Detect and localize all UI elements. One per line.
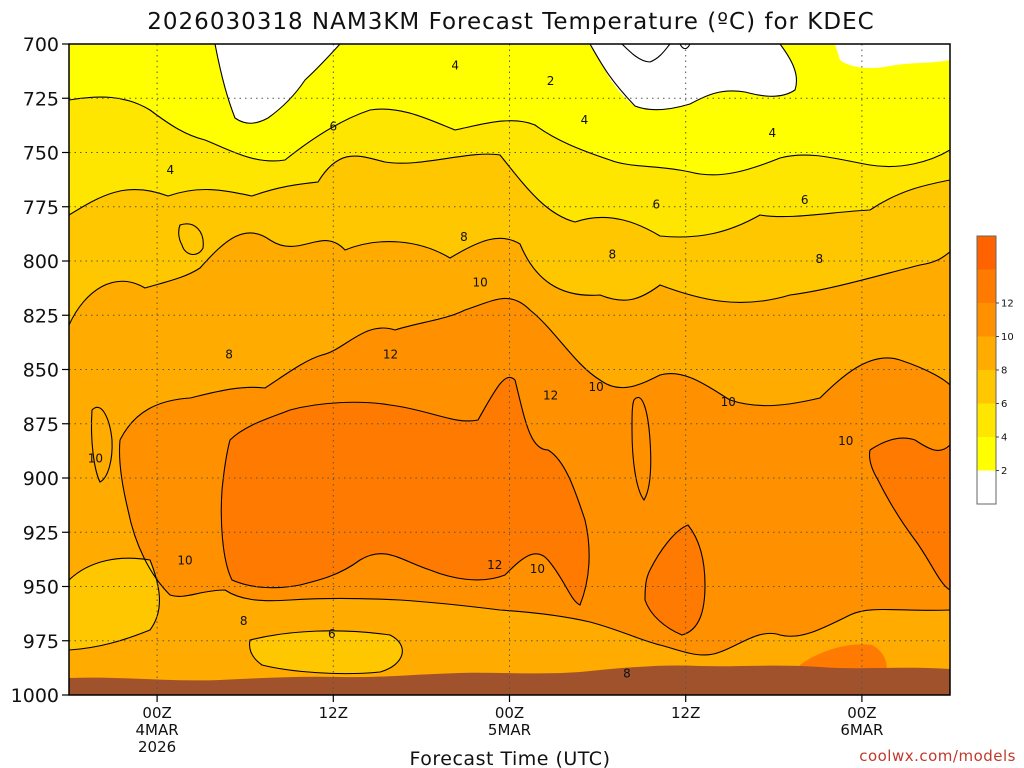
isotherm-12-sliver <box>631 397 652 501</box>
colorbar-swatch <box>977 269 996 303</box>
colorbar-swatch <box>977 336 996 370</box>
colorbar-swatch <box>977 437 996 471</box>
contour-label: 8 <box>225 347 233 361</box>
contour-label: 6 <box>801 193 809 207</box>
x-tick-label: 2026 <box>138 738 176 756</box>
colorbar-label: 4 <box>1001 433 1007 444</box>
contour-label: 4 <box>769 126 777 140</box>
contour-label: 10 <box>88 451 103 465</box>
colorbar: 2 4 6 8 10 12 <box>976 235 1014 505</box>
y-tick-label: 975 <box>23 631 59 653</box>
contour-label: 6 <box>329 119 337 133</box>
colorbar-swatch <box>977 370 996 404</box>
chart-title: 2026030318 NAM3KM Forecast Temperature (… <box>147 9 874 35</box>
contour-label: 10 <box>472 276 487 290</box>
contour-label: 8 <box>240 614 248 628</box>
isotherm-10-cell <box>90 407 113 483</box>
contour-label: 6 <box>653 198 661 212</box>
y-tick-label: 725 <box>23 88 59 110</box>
isotherm-12 <box>220 377 590 606</box>
band-12-14-b <box>645 525 705 635</box>
contour-label: 4 <box>451 59 459 73</box>
contour-label: 10 <box>838 434 853 448</box>
isotherm-2-b <box>589 44 798 111</box>
x-tick-label: 12Z <box>319 704 348 722</box>
band-12-14-c <box>869 438 950 590</box>
terrain <box>69 665 950 695</box>
y-tick-label: 775 <box>23 197 59 219</box>
contour-label: 8 <box>623 666 631 680</box>
contour-label: 2 <box>547 74 555 88</box>
contour-label: 10 <box>530 562 545 576</box>
y-tick-label: 1000 <box>11 685 59 707</box>
contour-label: 10 <box>721 395 736 409</box>
x-tick-label: 12Z <box>671 704 700 722</box>
isotherm-8 <box>69 232 950 326</box>
colorbar-label: 6 <box>1001 399 1007 410</box>
x-tick-label: 6MAR <box>840 721 883 739</box>
colorbar-swatch <box>977 470 996 504</box>
x-tick-label: 00Z <box>847 704 876 722</box>
y-tick-label: 850 <box>23 360 59 382</box>
contour-label: 8 <box>460 230 468 244</box>
isotherm-10 <box>119 297 950 441</box>
colorbar-label: 8 <box>1001 366 1007 377</box>
contour-label: 10 <box>177 553 192 567</box>
colorbar-swatch <box>977 303 996 337</box>
y-tick-label: 900 <box>23 468 59 490</box>
isotherm-8-cell <box>178 223 204 255</box>
contour-label: 4 <box>581 113 589 127</box>
isotherm-12-b <box>644 524 706 636</box>
colorbar-label: 2 <box>1001 466 1007 477</box>
contour-label: 8 <box>815 252 823 266</box>
isotherm-10-lower <box>118 439 950 656</box>
contour-lines <box>69 44 950 675</box>
contour-label: 4 <box>166 163 174 177</box>
band-12-14 <box>221 377 590 605</box>
band-6-8-lower <box>69 558 160 650</box>
band-6-8-bottom <box>249 630 403 674</box>
watermark: coolwx.com/models <box>859 747 1016 765</box>
contour-label: 12 <box>487 558 502 572</box>
colorbar-swatch <box>977 403 996 437</box>
colorbar-label: 10 <box>1001 332 1014 343</box>
isotherm-6 <box>69 153 950 238</box>
y-tick-label: 825 <box>23 305 59 327</box>
contour-label: 8 <box>608 247 616 261</box>
y-tick-label: 950 <box>23 577 59 599</box>
isotherm-6-bottom <box>248 630 403 675</box>
y-tick-label: 800 <box>23 251 59 273</box>
contour-label: 12 <box>383 347 398 361</box>
y-tick-label: 875 <box>23 414 59 436</box>
band-2-4-c <box>835 44 950 68</box>
colorbar-label: 12 <box>1001 299 1014 310</box>
isotherm-2 <box>214 44 341 124</box>
isotherm-12-c <box>868 437 950 591</box>
isotherm-4 <box>69 96 950 176</box>
colorbar-swatch <box>977 236 996 270</box>
grid <box>69 44 950 695</box>
y-tick-label: 925 <box>23 522 59 544</box>
isotherm-8-lower <box>69 557 161 651</box>
band-2-4 <box>215 44 340 124</box>
x-tick-label: 00Z <box>142 704 171 722</box>
contour-labels: 4 2 6 4 4 4 6 6 8 8 8 10 8 12 12 10 10 10 10 10 12 10 8 6 8 <box>88 59 854 681</box>
x-tick-label: 5MAR <box>488 721 531 739</box>
y-axis: 700 725 750 775 800 825 850 875 900 925 950 975 1000 <box>11 34 69 707</box>
temperature-field: 4 2 6 4 4 4 6 6 8 8 8 10 8 12 12 10 10 10 10 10 12 10 8 6 8 <box>69 44 950 695</box>
y-tick-label: 700 <box>23 34 59 56</box>
contour-label: 6 <box>328 627 336 641</box>
x-tick-label: 4MAR <box>136 721 179 739</box>
contour-label: 12 <box>543 389 558 403</box>
x-axis-label: Forecast Time (UTC) <box>410 748 611 768</box>
x-tick-label: 00Z <box>495 704 524 722</box>
y-tick-label: 750 <box>23 143 59 165</box>
isotherm-0 <box>621 44 691 63</box>
contour-label: 10 <box>588 380 603 394</box>
